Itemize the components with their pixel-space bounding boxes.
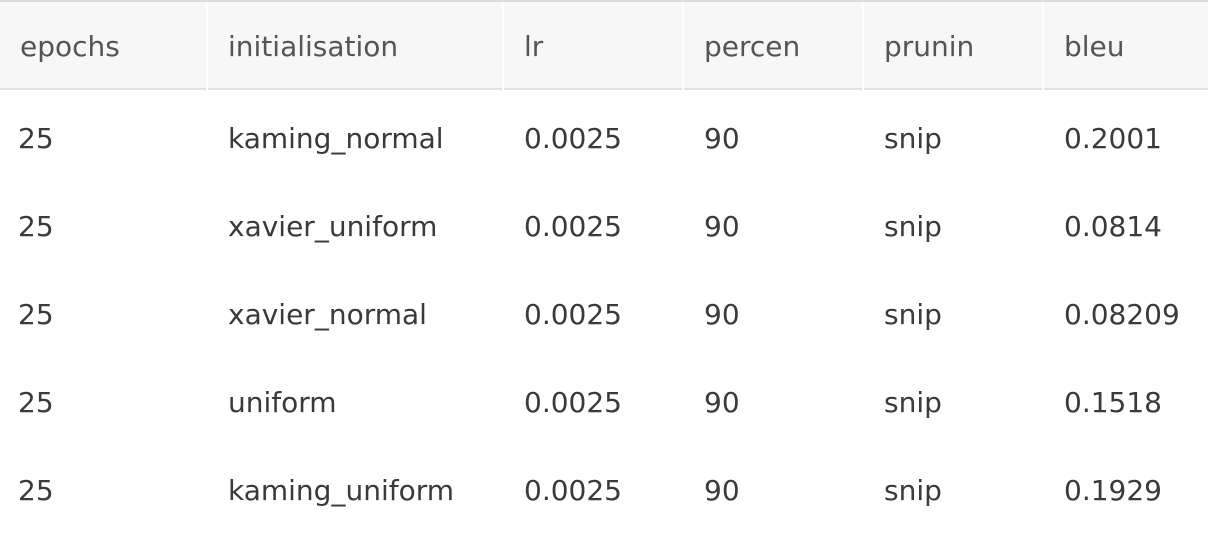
- cell-lr: 0.0025: [524, 385, 622, 419]
- cell-epochs: 25: [18, 473, 54, 507]
- cell-prunin: snip: [884, 385, 942, 419]
- cell-percen: 90: [704, 209, 740, 243]
- cell-prunin: snip: [884, 121, 942, 155]
- column-header-bleu[interactable]: bleu: [1064, 29, 1125, 63]
- table-row: 25 xavier_uniform 0.0025 90 snip 0.0814: [0, 182, 1208, 270]
- cell-epochs: 25: [18, 121, 54, 155]
- cell-epochs: 25: [18, 297, 54, 331]
- cell-prunin: snip: [884, 209, 942, 243]
- cell-initialisation: uniform: [228, 385, 337, 419]
- cell-percen: 90: [704, 385, 740, 419]
- cell-lr: 0.0025: [524, 473, 622, 507]
- cell-initialisation: xavier_uniform: [228, 209, 438, 243]
- table-row: 25 kaming_normal 0.0025 90 snip 0.2001: [0, 94, 1208, 182]
- cell-bleu: 0.2001: [1064, 121, 1162, 155]
- cell-lr: 0.0025: [524, 209, 622, 243]
- column-header-epochs[interactable]: epochs: [0, 2, 208, 90]
- column-header-prunin[interactable]: prunin: [864, 2, 1044, 90]
- cell-bleu: 0.1929: [1064, 473, 1162, 507]
- column-header-percen[interactable]: percen: [684, 2, 864, 90]
- cell-prunin: snip: [884, 473, 942, 507]
- cell-initialisation: xavier_normal: [228, 297, 427, 331]
- cell-percen: 90: [704, 121, 740, 155]
- column-header-initialisation[interactable]: initialisation: [208, 2, 504, 90]
- cell-epochs: 25: [18, 385, 54, 419]
- cell-lr: 0.0025: [524, 297, 622, 331]
- column-header-lr[interactable]: lr: [504, 2, 684, 90]
- table-header-row: epochs initialisation lr percen prunin b…: [0, 2, 1208, 90]
- cell-initialisation: kaming_normal: [228, 121, 444, 155]
- table-row: 25 uniform 0.0025 90 snip 0.1518: [0, 358, 1208, 446]
- cell-epochs: 25: [18, 209, 54, 243]
- table-row: 25 xavier_normal 0.0025 90 snip 0.08209: [0, 270, 1208, 358]
- cell-percen: 90: [704, 473, 740, 507]
- cell-bleu: 0.1518: [1064, 385, 1162, 419]
- cell-lr: 0.0025: [524, 121, 622, 155]
- cell-bleu: 0.08209: [1064, 297, 1180, 331]
- cell-prunin: snip: [884, 297, 942, 331]
- cell-initialisation: kaming_uniform: [228, 473, 455, 507]
- table-row: 25 kaming_uniform 0.0025 90 snip 0.1929: [0, 446, 1208, 534]
- cell-percen: 90: [704, 297, 740, 331]
- cell-bleu: 0.0814: [1064, 209, 1162, 243]
